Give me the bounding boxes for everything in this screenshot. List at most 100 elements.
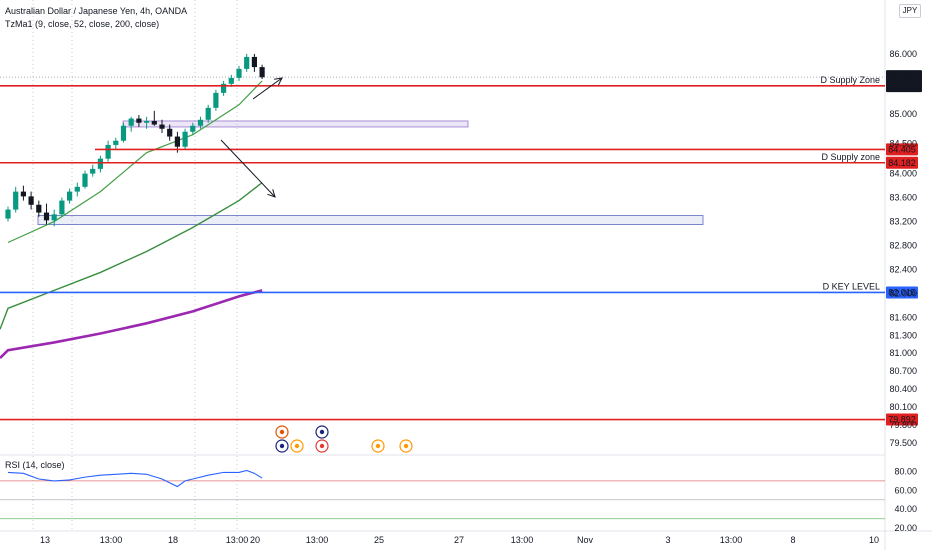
candle xyxy=(74,182,80,197)
price-tick-label: 79.500 xyxy=(889,438,917,448)
arrow-shaft xyxy=(220,139,276,198)
moving-average-2 xyxy=(0,182,263,330)
candle xyxy=(197,116,204,129)
candle xyxy=(144,116,150,129)
candle-body xyxy=(167,128,173,137)
event-marker-dot xyxy=(375,443,381,449)
arrow-up-icon xyxy=(252,77,283,100)
price-tick-label: 80.700 xyxy=(889,366,917,376)
arrow-shaft xyxy=(252,77,283,100)
candle-body xyxy=(28,196,34,205)
candle-body xyxy=(151,120,157,125)
candle xyxy=(28,191,34,210)
time-tick-label: 8 xyxy=(790,535,795,545)
candle xyxy=(113,137,119,150)
candle-body xyxy=(251,56,257,68)
level-price-tag xyxy=(886,286,918,299)
level-price-label: 84.405 xyxy=(888,144,916,154)
zone-blue xyxy=(37,215,704,225)
indicator-legend: TzMa1 (9, close, 52, close, 200, close) xyxy=(5,19,160,29)
candle-body xyxy=(59,200,65,215)
currency-badge[interactable]: JPY xyxy=(899,4,921,18)
time-tick-label: 25 xyxy=(374,535,384,545)
candle xyxy=(213,89,219,111)
price-tick-label: 85.000 xyxy=(889,109,917,119)
time-tick-label: 10 xyxy=(869,535,879,545)
level-price-label: 84.182 xyxy=(888,158,916,168)
candle xyxy=(128,116,134,132)
candle-body xyxy=(144,120,150,123)
candle xyxy=(20,185,26,201)
price-tick-label: 81.600 xyxy=(889,312,917,322)
time-tick-label: 13 xyxy=(40,535,50,545)
level-price-tag xyxy=(886,413,918,426)
level-price-label: 82.015 xyxy=(888,287,916,297)
candle-body xyxy=(159,124,165,129)
candle xyxy=(51,209,57,227)
candle-body xyxy=(43,212,50,221)
current-price-tag xyxy=(886,70,922,93)
rsi-line xyxy=(7,469,263,488)
level-price-label: 79.892 xyxy=(888,415,916,425)
candle-body xyxy=(205,107,211,120)
candle-body xyxy=(74,186,80,192)
time-tick-label: 13:00 xyxy=(511,535,534,545)
candle-body xyxy=(36,204,42,213)
time-tick-label: 13:00 xyxy=(100,535,123,545)
time-tick-label: 18 xyxy=(168,535,178,545)
event-marker-icon xyxy=(315,425,329,439)
price-tick-label: 83.600 xyxy=(889,193,917,203)
candle xyxy=(13,186,19,213)
arrow-head xyxy=(274,77,283,86)
rsi-tick-label: 60.00 xyxy=(894,485,917,495)
arrow-down-icon xyxy=(220,139,276,198)
candle-body xyxy=(5,209,11,219)
candle-body xyxy=(128,118,134,126)
price-tick-label: 82.000 xyxy=(889,288,917,298)
event-marker-dot xyxy=(279,443,285,449)
countdown-label: 01:32:27 xyxy=(886,81,921,91)
event-marker-icon xyxy=(315,439,329,453)
candle xyxy=(136,114,142,127)
candle-body xyxy=(20,191,26,197)
candle xyxy=(228,74,234,87)
candle xyxy=(120,122,127,143)
candle xyxy=(167,124,173,141)
candle xyxy=(5,206,11,222)
event-marker-icon xyxy=(399,439,413,453)
candle-body xyxy=(244,56,250,69)
price-tick-label: 82.400 xyxy=(889,264,917,274)
candle xyxy=(82,170,88,189)
time-tick-label: 13:00 xyxy=(306,535,329,545)
candle-body xyxy=(113,140,119,145)
price-tick-label: 86.000 xyxy=(889,49,917,59)
event-marker-dot xyxy=(294,443,300,449)
candle-body xyxy=(228,77,234,84)
candle xyxy=(251,53,257,72)
candle-body xyxy=(190,125,196,132)
candle xyxy=(205,104,211,123)
candle-body xyxy=(105,144,111,159)
candle xyxy=(221,80,227,96)
candle-body xyxy=(51,214,57,221)
event-marker-dot xyxy=(403,443,409,449)
rsi-tick-label: 40.00 xyxy=(894,504,917,514)
candle-body xyxy=(259,67,265,78)
candle xyxy=(259,64,265,80)
candle-body xyxy=(67,191,73,201)
moving-average-3 xyxy=(0,289,263,359)
candle xyxy=(36,200,42,217)
price-tick-label: 81.300 xyxy=(889,330,917,340)
time-tick-label: 13:00 xyxy=(720,535,743,545)
chart-title: Australian Dollar / Japanese Yen, 4h, OA… xyxy=(5,6,188,16)
candle-body xyxy=(97,158,103,169)
price-tick-label: 80.100 xyxy=(889,402,917,412)
candle xyxy=(59,197,65,217)
time-tick-label: 3 xyxy=(665,535,670,545)
zone-purple xyxy=(122,120,469,128)
price-tick-label: 80.400 xyxy=(889,384,917,394)
candle-body xyxy=(236,68,242,78)
candle xyxy=(97,155,103,173)
time-tick-label: 27 xyxy=(454,535,464,545)
